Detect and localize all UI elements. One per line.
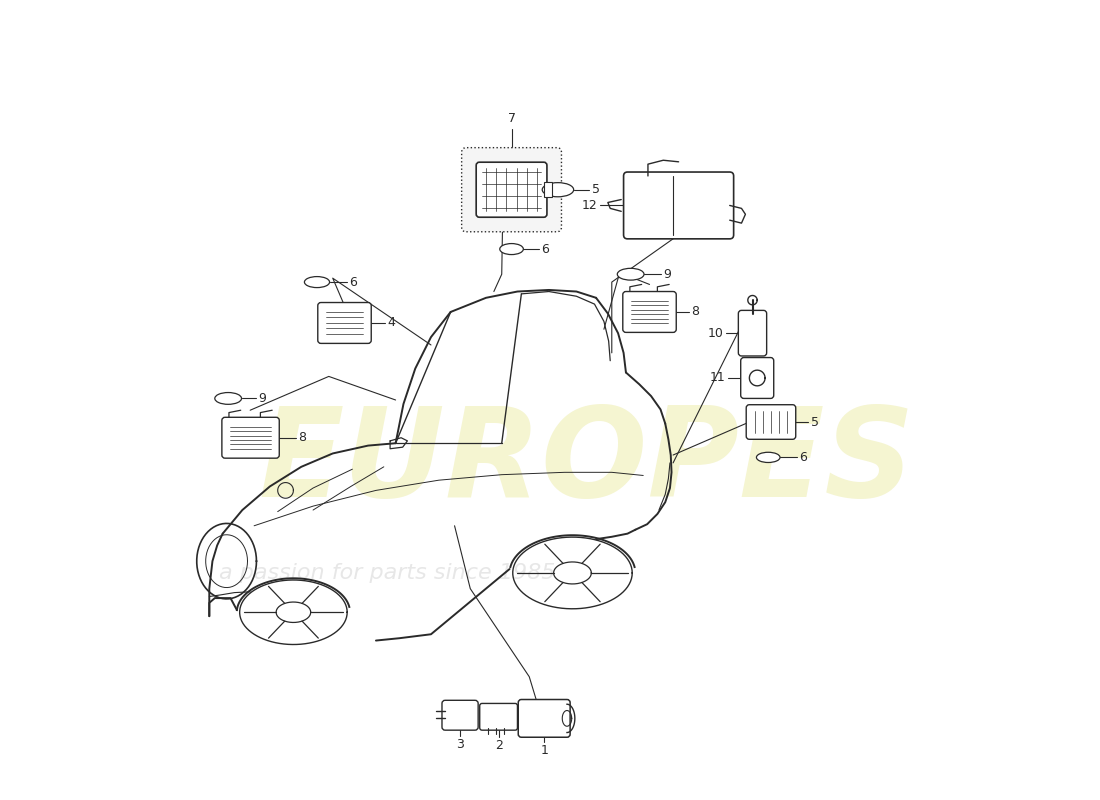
Text: 6: 6 <box>541 242 549 255</box>
Text: 8: 8 <box>691 306 700 318</box>
FancyBboxPatch shape <box>624 172 734 239</box>
Bar <box>543 182 551 197</box>
Text: 6: 6 <box>799 451 806 464</box>
Text: 6: 6 <box>349 275 358 289</box>
FancyBboxPatch shape <box>738 310 767 356</box>
Ellipse shape <box>617 268 643 280</box>
FancyBboxPatch shape <box>318 302 371 343</box>
Text: 1: 1 <box>540 743 548 757</box>
Ellipse shape <box>214 393 242 404</box>
FancyBboxPatch shape <box>462 148 561 232</box>
FancyBboxPatch shape <box>518 699 570 738</box>
Text: EUROPES: EUROPES <box>258 402 914 523</box>
Ellipse shape <box>757 452 780 462</box>
Text: 9: 9 <box>258 392 266 405</box>
Text: 5: 5 <box>811 415 818 429</box>
Text: 2: 2 <box>495 739 503 752</box>
Ellipse shape <box>542 182 574 197</box>
FancyBboxPatch shape <box>740 358 773 398</box>
Text: 5: 5 <box>592 183 600 196</box>
Text: 9: 9 <box>663 268 671 281</box>
Ellipse shape <box>305 277 330 287</box>
Ellipse shape <box>499 243 524 254</box>
FancyBboxPatch shape <box>480 703 517 730</box>
Text: a passion for parts since 1985: a passion for parts since 1985 <box>219 563 556 583</box>
Text: 7: 7 <box>507 112 516 125</box>
Text: 12: 12 <box>582 199 597 212</box>
FancyBboxPatch shape <box>623 291 676 332</box>
FancyBboxPatch shape <box>746 405 795 439</box>
Text: 11: 11 <box>710 371 726 385</box>
FancyBboxPatch shape <box>476 162 547 218</box>
Text: 8: 8 <box>298 431 306 444</box>
FancyBboxPatch shape <box>222 418 279 458</box>
Text: 3: 3 <box>456 738 464 751</box>
Text: 4: 4 <box>387 317 396 330</box>
Text: 10: 10 <box>707 326 724 340</box>
FancyBboxPatch shape <box>442 700 478 730</box>
